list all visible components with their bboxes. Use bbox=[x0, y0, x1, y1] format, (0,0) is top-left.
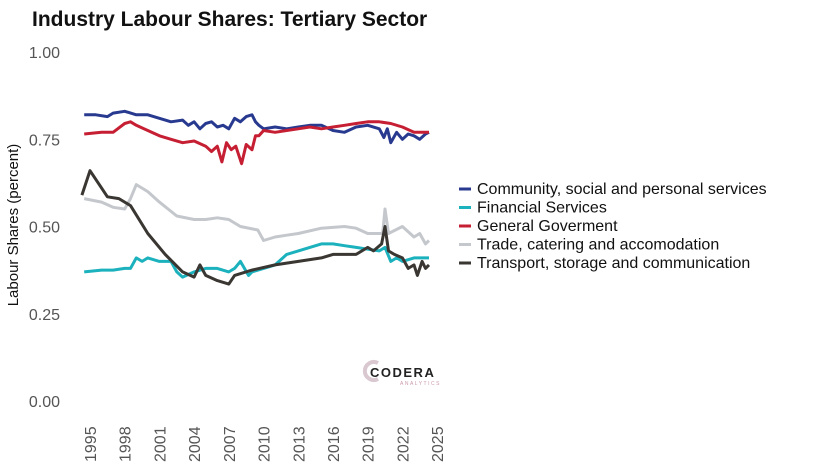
legend-label: Trade, catering and accomodation bbox=[477, 237, 719, 254]
series-line bbox=[84, 242, 429, 279]
x-tick-label: 2013 bbox=[291, 426, 308, 462]
y-tick-label: 0.75 bbox=[29, 132, 60, 149]
x-tick-label: 2004 bbox=[187, 426, 204, 462]
series-line bbox=[80, 169, 431, 286]
y-tick-label: 1.00 bbox=[29, 45, 60, 62]
series-line bbox=[83, 183, 431, 246]
x-tick-label: 2019 bbox=[361, 426, 378, 462]
logo-text: CODERA bbox=[370, 365, 435, 380]
legend-label: Transport, storage and communication bbox=[477, 255, 750, 272]
x-tick-label: 2010 bbox=[257, 426, 274, 462]
x-tick-label: 2025 bbox=[430, 426, 447, 462]
x-tick-label: 1995 bbox=[83, 426, 100, 462]
series-line bbox=[84, 120, 429, 166]
codera-logo: CODERA ANALYTICS bbox=[362, 360, 441, 387]
x-tick-label: 2007 bbox=[222, 426, 239, 462]
y-tick-label: 0.50 bbox=[29, 220, 60, 237]
y-tick-label: 0.00 bbox=[29, 394, 60, 411]
legend-label: Community, social and personal services bbox=[477, 181, 767, 198]
series-line bbox=[84, 109, 430, 145]
x-tick-label: 2001 bbox=[152, 426, 169, 462]
x-tick-label: 1998 bbox=[118, 426, 135, 462]
chart-title: Industry Labour Shares: Tertiary Sector bbox=[32, 8, 427, 31]
x-tick-label: 2016 bbox=[326, 426, 343, 462]
legend-label: Financial Services bbox=[477, 200, 607, 217]
x-tick-label: 2022 bbox=[395, 426, 412, 462]
legend-label: General Goverment bbox=[477, 218, 618, 235]
logo-subtext: ANALYTICS bbox=[400, 381, 441, 387]
y-axis-label: Labour Shares (percent) bbox=[5, 144, 22, 307]
y-tick-label: 0.25 bbox=[29, 307, 60, 324]
logo-mark-icon bbox=[362, 360, 379, 382]
